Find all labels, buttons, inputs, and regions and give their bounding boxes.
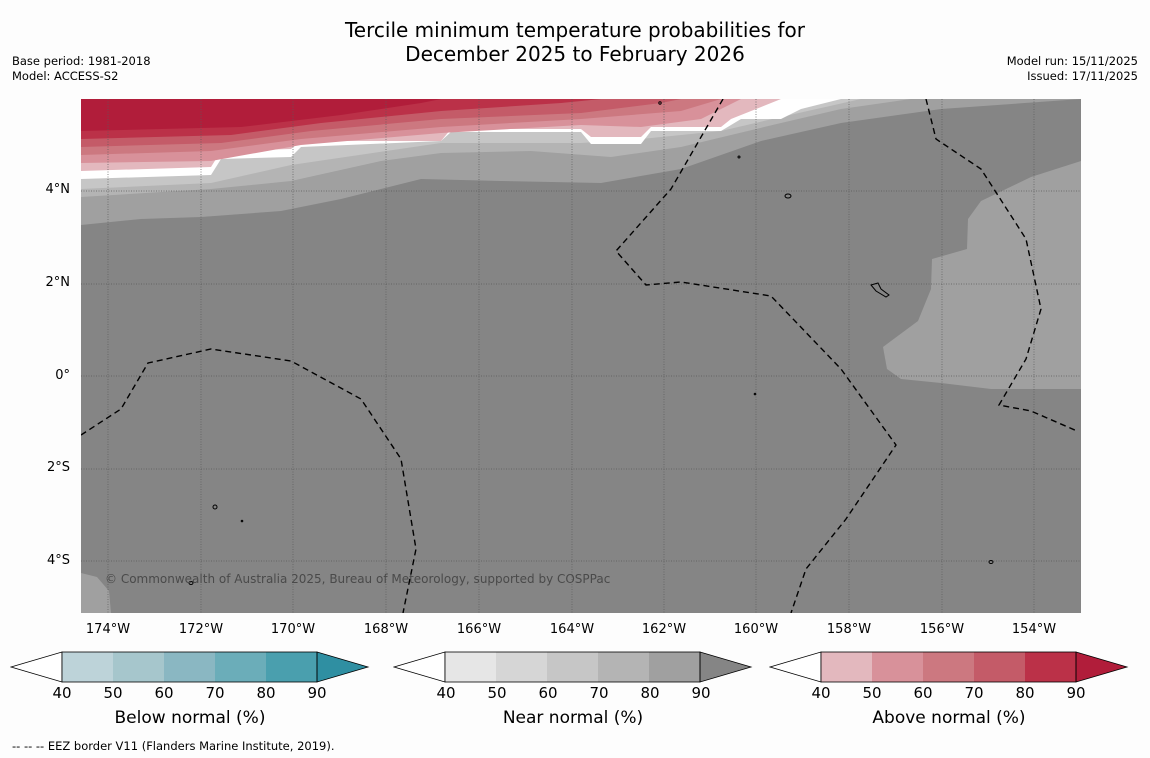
lon-tick: 166°W	[456, 622, 502, 637]
lon-tick: 174°W	[85, 622, 131, 637]
colorbar-below-label: Below normal (%)	[114, 708, 266, 728]
model-name: Model: ACCESS-S2	[12, 69, 119, 83]
islands	[188, 101, 994, 585]
map-title: Tercile minimum temperature probabilitie…	[0, 18, 1150, 66]
cb-tick: 90	[1066, 684, 1086, 702]
colorbar-above-svg	[769, 651, 1129, 683]
lon-tick: 168°W	[363, 622, 409, 637]
near-normal-region-southwest	[81, 573, 111, 613]
cb-swatch	[113, 652, 164, 682]
cb-swatch	[316, 651, 370, 683]
cb-swatch	[649, 652, 700, 682]
cb-swatch	[547, 652, 598, 682]
above-normal-region-90	[81, 99, 441, 131]
cb-tick: 90	[307, 684, 327, 702]
cb-tick: 50	[487, 684, 507, 702]
lon-tick: 162°W	[641, 622, 687, 637]
cb-outline	[61, 651, 318, 683]
cb-swatch	[769, 651, 822, 683]
colorbar-near-label: Near normal (%)	[502, 708, 644, 728]
cb-swatch	[1025, 652, 1076, 682]
lat-tick: 2°S	[46, 460, 70, 475]
cb-tick: 60	[913, 684, 933, 702]
cb-tick: 40	[436, 684, 456, 702]
cb-tick: 70	[205, 684, 225, 702]
lat-tick: 4°S	[46, 553, 70, 568]
base-period: Base period: 1981-2018	[12, 54, 151, 68]
colorbar-above-label: Above normal (%)	[872, 708, 1026, 728]
lon-tick: 154°W	[1011, 622, 1057, 637]
cb-swatch	[872, 652, 923, 682]
cb-swatch	[598, 652, 649, 682]
graticule	[81, 99, 1081, 613]
lat-tick: 4°N	[45, 182, 71, 197]
cb-swatch	[974, 652, 1025, 682]
cb-tick: 90	[691, 684, 711, 702]
cb-tick: 70	[589, 684, 609, 702]
issued-date: Issued: 17/11/2025	[1027, 69, 1138, 83]
probability-map	[81, 99, 1081, 613]
lon-tick: 172°W	[178, 622, 224, 637]
copyright-notice: © Commonwealth of Australia 2025, Bureau…	[105, 572, 611, 586]
title-line-1: Tercile minimum temperature probabilitie…	[344, 18, 806, 42]
cb-tick: 60	[538, 684, 558, 702]
cb-swatch	[10, 651, 63, 683]
lon-tick: 160°W	[733, 622, 779, 637]
cb-swatch	[215, 652, 266, 682]
lat-tick: 2°N	[45, 275, 71, 290]
cb-tick: 40	[811, 684, 831, 702]
cb-swatch	[1075, 651, 1129, 683]
model-run: Model run: 15/11/2025	[1006, 54, 1138, 68]
cb-outline	[444, 651, 701, 683]
eez-footnote: -- -- -- EEZ border V11 (Flanders Marine…	[12, 739, 335, 753]
meta-right: Model run: 15/11/2025 Issued: 17/11/2025	[1007, 54, 1138, 84]
cb-swatch	[699, 651, 753, 683]
cb-swatch	[821, 652, 872, 682]
lon-tick: 170°W	[270, 622, 316, 637]
cb-swatch	[923, 652, 974, 682]
lon-tick: 158°W	[826, 622, 872, 637]
lon-tick: 156°W	[919, 622, 965, 637]
cb-tick: 80	[640, 684, 660, 702]
cb-tick: 50	[103, 684, 123, 702]
cb-swatch	[62, 652, 113, 682]
cb-swatch	[496, 652, 547, 682]
cb-swatch	[266, 652, 317, 682]
cb-swatch	[445, 652, 496, 682]
title-line-2: December 2025 to February 2026	[405, 42, 745, 66]
eez-borders	[81, 99, 1078, 613]
cb-tick: 50	[862, 684, 882, 702]
meta-left: Base period: 1981-2018 Model: ACCESS-S2	[12, 54, 151, 84]
cb-swatch	[164, 652, 215, 682]
cb-tick: 60	[154, 684, 174, 702]
cb-tick: 70	[964, 684, 984, 702]
near-normal-region-east	[883, 161, 1081, 389]
cb-tick: 40	[52, 684, 72, 702]
cb-tick: 80	[1015, 684, 1035, 702]
cb-swatch	[393, 651, 446, 683]
cb-tick: 80	[256, 684, 276, 702]
colorbar-below-svg	[10, 651, 370, 683]
colorbar-near-svg	[393, 651, 753, 683]
lat-tick: 0°	[55, 368, 70, 383]
cb-outline	[820, 651, 1077, 683]
lon-tick: 164°W	[549, 622, 595, 637]
